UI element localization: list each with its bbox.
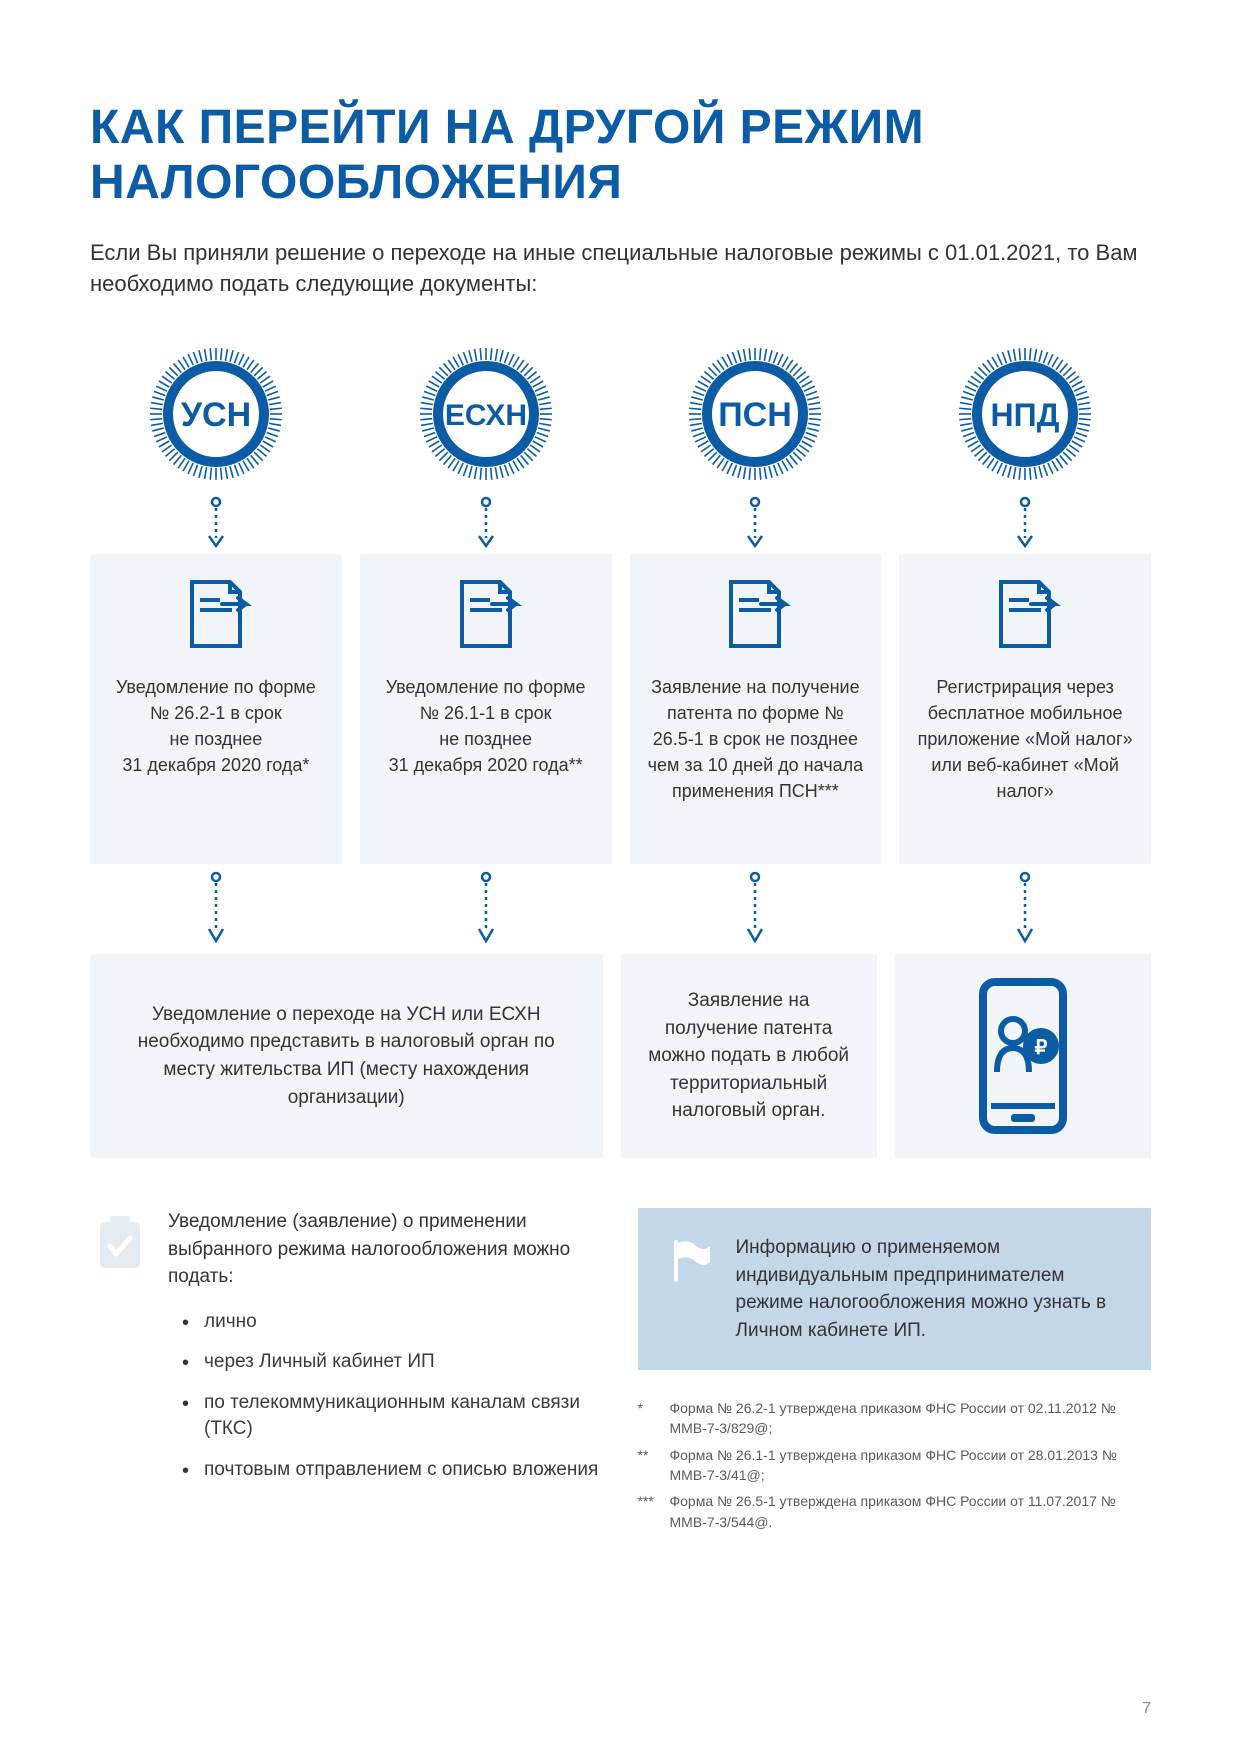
card-text: Уведомление по форме № 26.2-1 в срокне п… (108, 674, 324, 778)
submit-methods-block: Уведомление (заявление) о применении выб… (90, 1208, 604, 1498)
arrow-down-icon (474, 496, 498, 552)
footnote-2: **Форма № 26.1-1 утверждена приказом ФНС… (638, 1445, 1152, 1486)
footnotes: *Форма № 26.2-1 утверждена приказом ФНС … (638, 1398, 1152, 1532)
mobile-app-icon: ₽ (963, 976, 1083, 1136)
document-icon (180, 576, 252, 654)
arrow-down-icon (1013, 496, 1037, 552)
stamp-icon: УСН (146, 344, 286, 484)
stamp-icon: ЕСХН (416, 344, 556, 484)
arrow-down-icon (204, 871, 228, 947)
info-panel: Информацию о применяемом индивидуальным … (638, 1208, 1152, 1370)
svg-text:УСН: УСН (181, 396, 251, 434)
stamp-row: УСН ЕСХН ПСН НПД (90, 334, 1151, 494)
card-row: Уведомление по форме № 26.2-1 в срокне п… (90, 554, 1151, 864)
card-npd: Регистрирация через бесплатное мобильное… (899, 554, 1151, 864)
arrow-down-icon (743, 496, 767, 552)
list-item: лично (176, 1309, 604, 1336)
subcard-combined: Уведомление о переходе на УСН или ЕСХН н… (90, 954, 603, 1158)
subcard-text: Уведомление о переходе на УСН или ЕСХН н… (112, 1001, 581, 1111)
list-item: по телекоммуникационным каналам связи (Т… (176, 1390, 604, 1443)
subcard-phone: ₽ (895, 954, 1151, 1158)
document-icon (450, 576, 522, 654)
stamp-icon: ПСН (685, 344, 825, 484)
flag-icon (666, 1238, 714, 1282)
sub-row: Уведомление о переходе на УСН или ЕСХН н… (90, 954, 1151, 1158)
list-item: через Личный кабинет ИП (176, 1349, 604, 1376)
stamp-eshn: ЕСХН (360, 334, 612, 494)
submit-bullets: лично через Личный кабинет ИП по телеком… (168, 1309, 604, 1484)
svg-text:ЕСХН: ЕСХН (445, 399, 527, 432)
bottom-section: Уведомление (заявление) о применении выб… (90, 1208, 1151, 1538)
connector-row-2 (90, 864, 1151, 954)
svg-text:ПСН: ПСН (719, 396, 793, 434)
right-col: Информацию о применяемом индивидуальным … (638, 1208, 1152, 1538)
intro-text: Если Вы приняли решение о переходе на ин… (90, 238, 1151, 300)
stamp-usn: УСН (90, 334, 342, 494)
document-icon (989, 576, 1061, 654)
footnote-3: ***Форма № 26.5-1 утверждена приказом ФН… (638, 1491, 1152, 1532)
svg-text:НПД: НПД (991, 397, 1060, 433)
list-item: почтовым отправлением с описью вложения (176, 1457, 604, 1484)
page-title: КАК ПЕРЕЙТИ НА ДРУГОЙ РЕЖИМ НАЛОГООБЛОЖЕ… (90, 100, 1151, 210)
card-text: Уведомление по форме № 26.1-1 в срокне п… (378, 674, 594, 778)
arrow-down-icon (1013, 871, 1037, 947)
arrow-down-icon (204, 496, 228, 552)
footnote-1: *Форма № 26.2-1 утверждена приказом ФНС … (638, 1398, 1152, 1439)
subcard-patent: Заявление на получение патента можно под… (621, 954, 877, 1158)
stamp-psn: ПСН (630, 334, 882, 494)
card-text: Заявление на получение патента по форме … (648, 674, 864, 804)
panel-text: Информацию о применяемом индивидуальным … (736, 1234, 1126, 1344)
stamp-icon: НПД (955, 344, 1095, 484)
svg-text:₽: ₽ (1035, 1037, 1048, 1059)
card-psn: Заявление на получение патента по форме … (630, 554, 882, 864)
clipboard-check-icon (94, 1212, 146, 1272)
card-eshn: Уведомление по форме № 26.1-1 в срокне п… (360, 554, 612, 864)
card-usn: Уведомление по форме № 26.2-1 в срокне п… (90, 554, 342, 864)
subcard-text: Заявление на получение патента можно под… (643, 987, 855, 1125)
stamp-npd: НПД (899, 334, 1151, 494)
submit-lead: Уведомление (заявление) о применении выб… (168, 1208, 604, 1291)
connector-row-1 (90, 494, 1151, 554)
arrow-down-icon (743, 871, 767, 947)
page-number: 7 (1142, 1700, 1151, 1718)
arrow-down-icon (474, 871, 498, 947)
card-text: Регистрирация через бесплатное мобильное… (917, 674, 1133, 804)
document-icon (719, 576, 791, 654)
